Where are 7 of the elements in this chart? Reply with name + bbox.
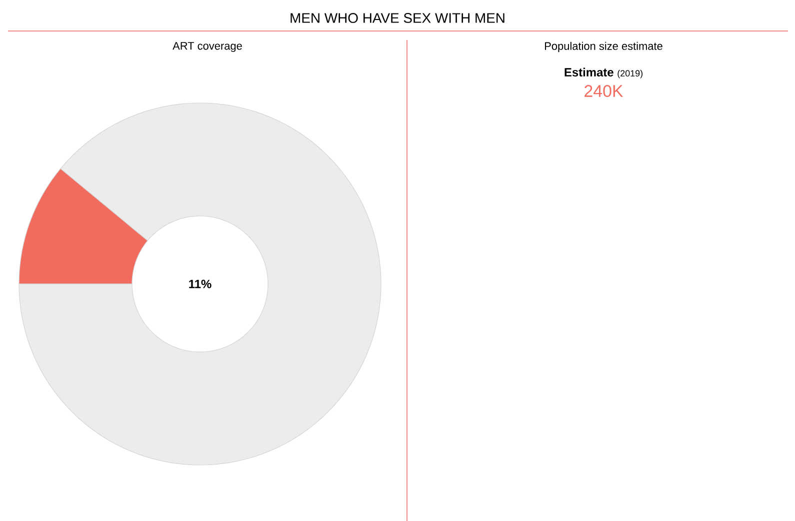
text: Population size estimate [545, 42, 662, 52]
text: 11% [189, 280, 212, 288]
chart-title: ART coverage [172, 42, 242, 52]
text: 240K [584, 84, 624, 97]
text: (2019) [618, 70, 642, 78]
text: MEN WHO HAVE SEX WITH MEN [290, 12, 504, 23]
text: Estimate [564, 68, 614, 76]
